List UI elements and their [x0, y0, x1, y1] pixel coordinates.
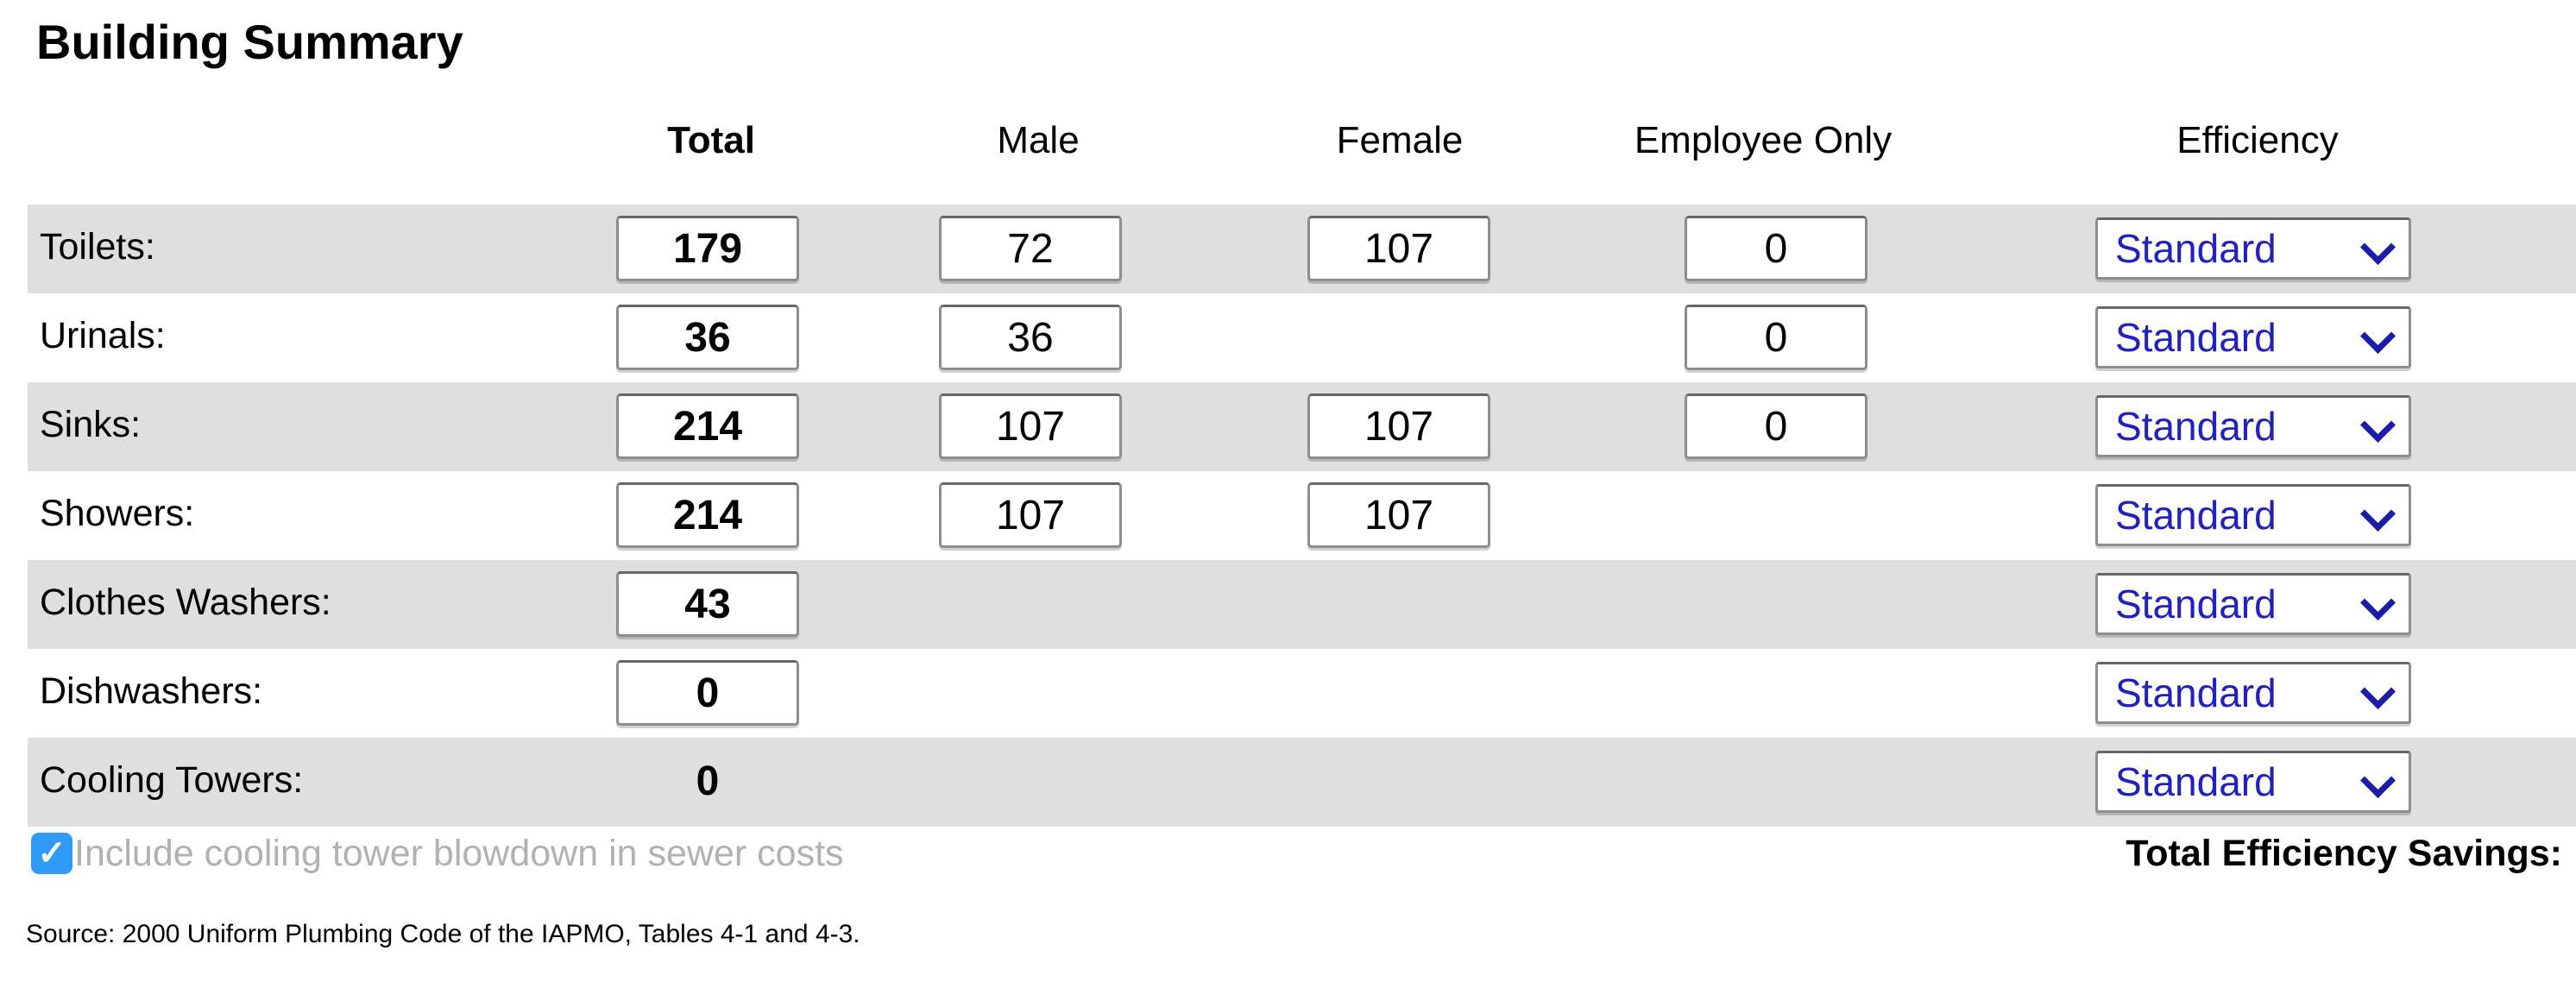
column-header-employee-only: Employee Only: [1634, 119, 1893, 161]
blowdown-checkbox[interactable]: [31, 833, 72, 874]
showers-total-input[interactable]: [616, 482, 799, 548]
toilets-female-input[interactable]: [1307, 216, 1490, 281]
cooling-towers-efficiency-select[interactable]: Standard: [2095, 751, 2411, 813]
showers-male-input[interactable]: [939, 482, 1122, 548]
row-label: Dishwashers:: [40, 670, 263, 712]
row-label: Clothes Washers:: [40, 581, 331, 623]
total-efficiency-savings-label: Total Efficiency Savings:: [2126, 833, 2562, 874]
urinals-efficiency-select[interactable]: Standard: [2095, 306, 2411, 368]
table-row-dishwashers: Dishwashers: Standard: [28, 649, 2576, 738]
blowdown-checkbox-label: Include cooling tower blowdown in sewer …: [74, 832, 844, 874]
showers-efficiency-select[interactable]: Standard: [2095, 484, 2411, 546]
sinks-employee-input[interactable]: [1685, 393, 1867, 459]
clothes-washers-total-input[interactable]: [616, 571, 799, 637]
sinks-total-input[interactable]: [616, 393, 799, 459]
clothes-washers-efficiency-select[interactable]: Standard: [2095, 573, 2411, 635]
sinks-female-input[interactable]: [1307, 393, 1490, 459]
dishwashers-total-input[interactable]: [616, 660, 799, 726]
dishwashers-efficiency-select[interactable]: Standard: [2095, 662, 2411, 724]
column-header-male: Male: [997, 119, 1080, 161]
table-row-showers: Showers: Standard: [28, 471, 2576, 560]
sinks-male-input[interactable]: [939, 393, 1122, 459]
table-row-toilets: Toilets: Standard: [28, 205, 2576, 293]
toilets-employee-input[interactable]: [1685, 216, 1867, 281]
page-title: Building Summary: [36, 15, 463, 69]
row-label: Sinks:: [40, 403, 142, 445]
column-header-efficiency: Efficiency: [2176, 119, 2339, 161]
table-row-cooling-towers: Cooling Towers: 0 Standard: [28, 738, 2576, 827]
table-row-sinks: Sinks: Standard: [28, 382, 2576, 471]
urinals-male-input[interactable]: [939, 305, 1122, 370]
row-label: Cooling Towers:: [40, 758, 304, 801]
source-note: Source: 2000 Uniform Plumbing Code of th…: [26, 920, 860, 948]
row-label: Showers:: [40, 492, 195, 534]
urinals-employee-input[interactable]: [1685, 305, 1867, 370]
row-label: Toilets:: [40, 225, 155, 267]
toilets-total-input[interactable]: [616, 216, 799, 281]
toilets-efficiency-select[interactable]: Standard: [2095, 217, 2411, 280]
blowdown-option-row: Include cooling tower blowdown in sewer …: [31, 830, 844, 877]
fixture-table: Toilets: Standard Urinals: Standard Sink…: [28, 205, 2576, 827]
column-header-total: Total: [667, 119, 755, 161]
cooling-towers-total-value: 0: [696, 758, 720, 804]
row-label: Urinals:: [40, 314, 166, 356]
sinks-efficiency-select[interactable]: Standard: [2095, 395, 2411, 457]
column-header-female: Female: [1336, 119, 1464, 161]
showers-female-input[interactable]: [1307, 482, 1490, 548]
table-row-urinals: Urinals: Standard: [28, 293, 2576, 382]
toilets-male-input[interactable]: [939, 216, 1122, 281]
table-row-clothes-washers: Clothes Washers: Standard: [28, 560, 2576, 649]
urinals-total-input[interactable]: [616, 305, 799, 370]
